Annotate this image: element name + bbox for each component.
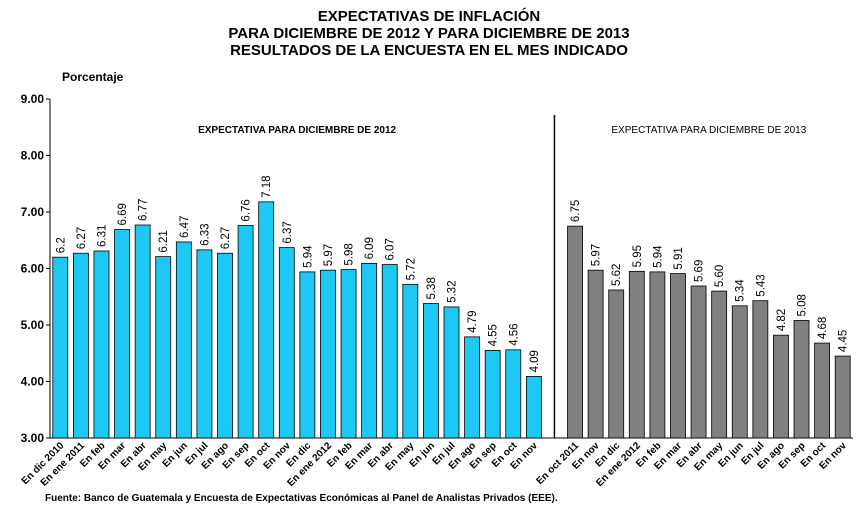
- bar: [752, 300, 769, 439]
- bar: [155, 256, 172, 439]
- value-label: 5.08: [797, 294, 809, 316]
- value-label: 5.38: [426, 277, 438, 299]
- bar: [423, 303, 439, 439]
- series-label: EXPECTATIVA PARA DICIEMBRE DE 2012: [198, 125, 396, 136]
- value-label: 6.77: [138, 199, 150, 221]
- y-tick-label: 4.00: [21, 375, 45, 389]
- value-label: 5.98: [344, 243, 356, 265]
- bar: [628, 270, 645, 439]
- bar: [361, 263, 378, 439]
- value-label: 6.21: [158, 230, 170, 252]
- bar: [381, 264, 398, 439]
- bar: [52, 256, 69, 439]
- bar: [608, 289, 625, 439]
- value-label: 4.56: [508, 323, 520, 345]
- value-label: 7.18: [261, 175, 273, 197]
- value-label: 6.75: [570, 200, 582, 222]
- bar: [320, 269, 336, 439]
- bar: [525, 376, 542, 439]
- bar: [711, 290, 728, 439]
- bar: [175, 241, 192, 439]
- bar: [402, 283, 419, 439]
- value-label: 6.09: [364, 237, 376, 259]
- value-label: 4.55: [488, 324, 500, 346]
- value-label: 4.79: [467, 310, 479, 332]
- bar: [72, 252, 89, 439]
- chart-title: RESULTADOS DE LA ENCUESTA EN EL MES INDI…: [230, 42, 628, 59]
- value-label: 5.72: [405, 258, 417, 280]
- y-tick-label: 9.00: [21, 92, 45, 106]
- value-label: 6.2: [55, 237, 67, 253]
- value-label: 4.68: [817, 317, 829, 339]
- value-label: 6.76: [241, 199, 253, 221]
- value-label: 5.62: [611, 264, 623, 286]
- value-label: 4.09: [529, 350, 541, 372]
- bar: [299, 271, 316, 439]
- value-label: 5.60: [714, 265, 726, 287]
- value-label: 6.31: [96, 225, 108, 247]
- bar: [731, 305, 748, 439]
- bar: [690, 285, 707, 439]
- y-tick-label: 6.00: [21, 262, 45, 276]
- bar: [505, 349, 522, 439]
- source-note: Fuente: Banco de Guatemala y Encuesta de…: [45, 493, 558, 504]
- y-tick-label: 8.00: [21, 149, 45, 163]
- bar: [443, 306, 460, 439]
- y-tick-label: 5.00: [21, 318, 45, 332]
- value-label: 6.69: [117, 203, 129, 225]
- series-label: EXPECTATIVA PARA DICIEMBRE DE 2013: [611, 125, 806, 136]
- bar: [649, 271, 666, 439]
- value-label: 5.91: [673, 247, 685, 269]
- value-label: 5.94: [302, 245, 314, 268]
- value-label: 4.82: [776, 309, 788, 331]
- bar: [217, 252, 233, 439]
- value-label: 5.95: [632, 245, 644, 267]
- bar: [278, 247, 295, 439]
- value-label: 6.27: [220, 227, 232, 249]
- bar: [196, 249, 213, 439]
- value-label: 5.97: [591, 244, 603, 266]
- value-label: 5.34: [735, 279, 747, 302]
- bar: [484, 350, 501, 439]
- value-label: 5.32: [447, 281, 459, 303]
- chart-title: PARA DICIEMBRE DE 2012 Y PARA DICIEMBRE …: [228, 25, 629, 42]
- value-label: 5.69: [694, 260, 706, 282]
- value-label: 5.94: [652, 245, 664, 268]
- y-axis-label: Porcentaje: [62, 70, 124, 84]
- y-tick-label: 7.00: [21, 205, 45, 219]
- bar: [814, 342, 831, 439]
- bar: [773, 334, 789, 439]
- bar: [93, 250, 110, 439]
- bar: [134, 224, 151, 439]
- value-label: 6.07: [385, 238, 397, 260]
- bar: [567, 225, 583, 439]
- chart-title: EXPECTATIVAS DE INFLACIÓN: [318, 7, 541, 25]
- bar: [793, 320, 810, 439]
- value-label: 6.37: [282, 221, 294, 243]
- bar: [258, 201, 275, 439]
- value-label: 4.45: [838, 330, 850, 352]
- value-label: 5.97: [323, 244, 335, 266]
- value-label: 6.33: [199, 223, 211, 245]
- y-tick-label: 3.00: [21, 431, 45, 445]
- bar: [670, 273, 686, 439]
- bar: [340, 269, 357, 439]
- bar: [587, 269, 604, 439]
- bar: [834, 355, 851, 439]
- bar: [464, 336, 480, 439]
- bar: [237, 225, 254, 439]
- value-label: 5.43: [755, 274, 767, 296]
- bar: [114, 229, 130, 439]
- value-label: 6.27: [76, 227, 88, 249]
- value-label: 6.47: [179, 216, 191, 238]
